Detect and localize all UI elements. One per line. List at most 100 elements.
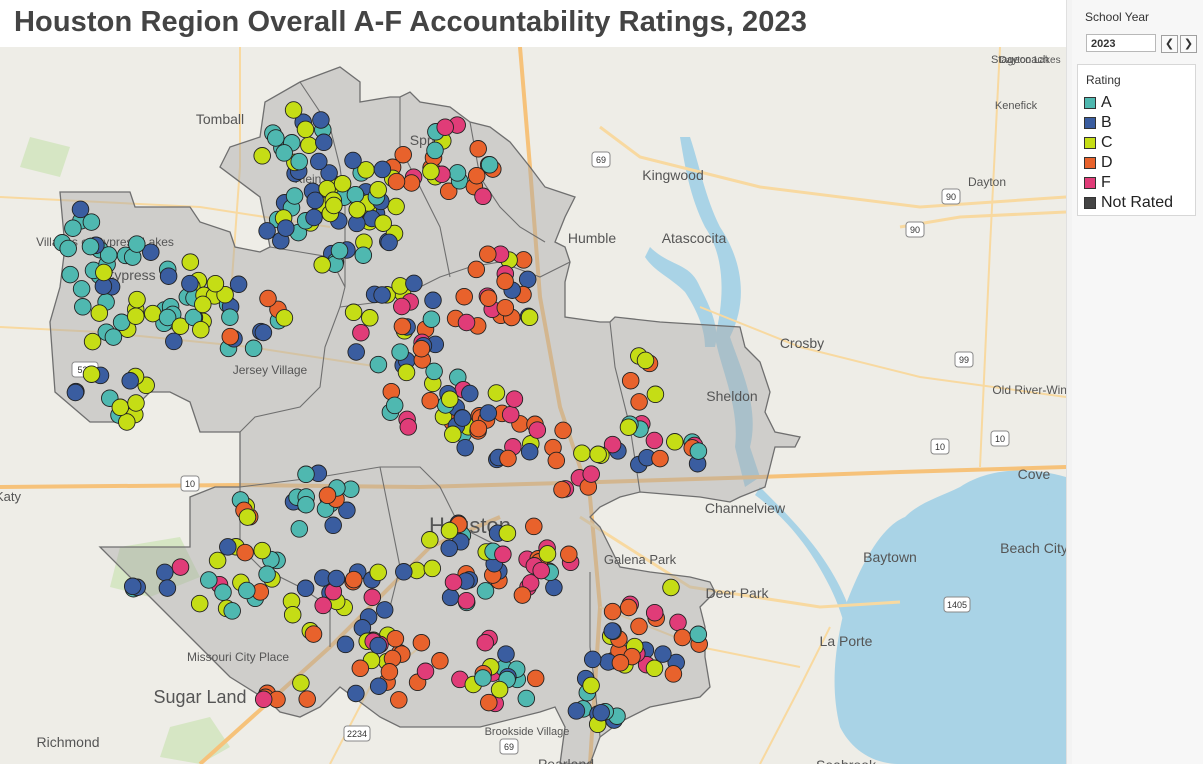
school-marker[interactable]: [553, 480, 571, 499]
school-marker[interactable]: [238, 581, 256, 600]
school-marker[interactable]: [380, 233, 398, 252]
region-map[interactable]: Stagecoach Dayton Lakes Tomball Kenefick Spr…: [0, 47, 1066, 764]
school-marker[interactable]: [479, 404, 498, 422]
school-marker[interactable]: [603, 435, 622, 454]
school-marker[interactable]: [127, 394, 145, 412]
school-marker[interactable]: [630, 393, 648, 411]
school-marker[interactable]: [159, 267, 178, 285]
school-marker[interactable]: [314, 596, 332, 615]
school-marker[interactable]: [127, 307, 145, 325]
school-markers[interactable]: [53, 101, 708, 734]
school-marker[interactable]: [480, 156, 499, 174]
school-marker[interactable]: [405, 274, 423, 293]
school-marker[interactable]: [83, 332, 102, 351]
school-marker[interactable]: [402, 174, 421, 192]
school-marker[interactable]: [297, 495, 315, 514]
school-marker[interactable]: [426, 141, 444, 160]
school-marker[interactable]: [71, 200, 90, 219]
school-marker[interactable]: [547, 451, 566, 470]
school-marker[interactable]: [380, 663, 399, 681]
school-marker[interactable]: [520, 308, 539, 327]
school-marker[interactable]: [441, 390, 459, 408]
school-marker[interactable]: [297, 465, 315, 484]
school-marker[interactable]: [496, 272, 514, 291]
school-marker[interactable]: [538, 545, 557, 563]
school-marker[interactable]: [373, 160, 392, 179]
school-marker[interactable]: [397, 363, 416, 382]
school-marker[interactable]: [431, 652, 449, 670]
school-year-input[interactable]: 2023: [1086, 34, 1156, 52]
school-marker[interactable]: [461, 384, 479, 403]
school-marker[interactable]: [440, 521, 459, 540]
school-marker[interactable]: [476, 633, 494, 652]
school-marker[interactable]: [369, 355, 388, 374]
school-marker[interactable]: [560, 545, 578, 564]
school-marker[interactable]: [354, 246, 373, 264]
school-marker[interactable]: [455, 287, 473, 306]
school-marker[interactable]: [645, 659, 664, 678]
school-marker[interactable]: [290, 520, 309, 538]
school-marker[interactable]: [171, 558, 190, 576]
school-marker[interactable]: [654, 645, 672, 663]
school-marker[interactable]: [236, 543, 254, 562]
school-marker[interactable]: [82, 213, 101, 231]
school-marker[interactable]: [363, 588, 382, 607]
school-marker[interactable]: [351, 659, 370, 678]
school-marker[interactable]: [416, 662, 435, 681]
school-marker[interactable]: [669, 613, 687, 632]
school-marker[interactable]: [219, 538, 237, 556]
school-marker[interactable]: [603, 622, 622, 640]
school-marker[interactable]: [61, 265, 79, 284]
school-marker[interactable]: [324, 516, 342, 535]
chevron-right-icon[interactable]: ❯: [1180, 35, 1197, 53]
school-marker[interactable]: [244, 339, 263, 358]
school-marker[interactable]: [333, 174, 352, 193]
school-marker[interactable]: [501, 405, 520, 424]
school-marker[interactable]: [453, 409, 472, 427]
school-marker[interactable]: [385, 396, 404, 415]
school-marker[interactable]: [476, 582, 495, 600]
school-marker[interactable]: [111, 398, 130, 417]
school-marker[interactable]: [469, 419, 488, 438]
school-marker[interactable]: [421, 531, 439, 549]
school-marker[interactable]: [290, 152, 308, 171]
school-marker[interactable]: [296, 579, 315, 598]
school-marker[interactable]: [121, 372, 139, 390]
school-marker[interactable]: [300, 136, 318, 154]
school-marker[interactable]: [346, 185, 365, 204]
school-marker[interactable]: [254, 323, 273, 342]
school-marker[interactable]: [499, 449, 517, 468]
school-marker[interactable]: [664, 665, 683, 683]
school-marker[interactable]: [325, 196, 343, 215]
school-marker[interactable]: [374, 214, 392, 232]
school-marker[interactable]: [344, 151, 362, 170]
school-marker[interactable]: [444, 573, 463, 591]
school-marker[interactable]: [666, 433, 684, 451]
school-marker[interactable]: [520, 442, 539, 461]
school-marker[interactable]: [390, 691, 408, 709]
school-marker[interactable]: [192, 320, 210, 339]
school-marker[interactable]: [494, 545, 512, 564]
school-marker[interactable]: [479, 289, 498, 307]
school-marker[interactable]: [344, 303, 363, 322]
school-marker[interactable]: [497, 645, 515, 663]
school-marker[interactable]: [487, 384, 506, 402]
school-marker[interactable]: [603, 602, 622, 621]
school-marker[interactable]: [456, 438, 474, 457]
school-marker[interactable]: [277, 219, 295, 237]
school-marker[interactable]: [318, 486, 337, 505]
school-marker[interactable]: [304, 625, 323, 643]
school-marker[interactable]: [393, 317, 412, 336]
school-marker[interactable]: [275, 309, 294, 327]
school-marker[interactable]: [689, 442, 708, 460]
school-marker[interactable]: [498, 524, 517, 542]
school-marker[interactable]: [526, 669, 545, 688]
school-marker[interactable]: [81, 237, 100, 256]
school-marker[interactable]: [267, 129, 285, 147]
school-marker[interactable]: [181, 274, 199, 293]
school-marker[interactable]: [345, 570, 363, 589]
school-marker[interactable]: [171, 317, 190, 335]
school-marker[interactable]: [387, 172, 406, 191]
school-marker[interactable]: [525, 517, 543, 536]
